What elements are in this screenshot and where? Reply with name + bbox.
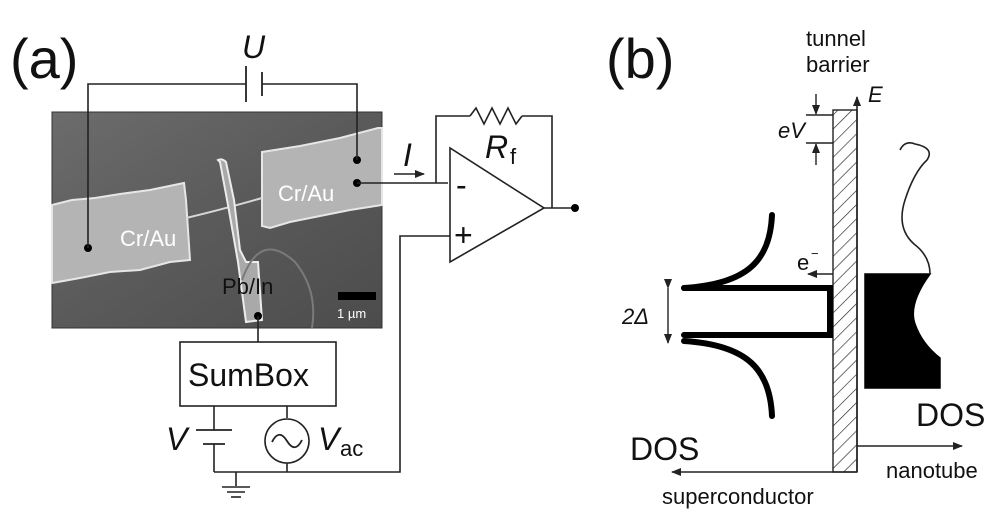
nanotube-line [185,197,263,219]
pbin-finger [216,158,264,324]
dos-right-label: DOS [916,397,985,433]
output-dot [571,204,579,212]
tunnel-barrier [832,109,858,473]
dos-left-label: DOS [630,431,699,467]
right-electrode-label: Cr/Au [278,181,334,206]
ev-marker: eV [778,94,833,165]
ac-source-vac: V ac [264,406,363,472]
feedback-resistor: R f [435,106,553,208]
scale-bar-label: 1 µm [337,306,366,321]
ac-source-label: V [318,421,342,457]
scale-bar [338,292,376,300]
pbin-label: Pb/In [222,274,273,299]
current-i-label: I [403,137,412,173]
u-source: U [87,29,358,248]
plus-input-wire [214,235,450,473]
sumbox [179,341,337,407]
voltage-u-label: U [242,29,266,65]
opamp: - + [449,146,579,264]
barrier-label-line2: barrier [806,52,870,77]
resistor-r-label: R [485,129,508,165]
panel-a-label: (a) [10,27,78,90]
ground-symbol [222,472,250,498]
superconductor-dos [681,212,833,419]
energy-axis-label: E [868,82,883,107]
sumbox-label: SumBox [188,357,309,393]
resistor-sub-label: f [510,144,517,169]
dc-source-label: V [166,421,190,457]
electron-label: e [797,250,809,275]
nanotube-label: nanotube [886,458,978,483]
gap-label: 2Δ [621,304,649,329]
panel-b-label: (b) [606,27,674,90]
ac-source-sub-label: ac [340,436,363,461]
dc-source-v: V [166,406,232,472]
barrier-label-line1: tunnel [806,26,866,51]
ev-label: eV [778,118,807,143]
nanotube-dos [864,142,941,389]
electron-sup-label: − [811,246,819,261]
right-electrode [261,127,383,230]
left-electrode [51,181,192,285]
opamp-plus-label: + [454,217,473,253]
superconductor-label: superconductor [662,484,814,509]
panel-b: (b) tunnel barrier E eV 2Δ e − [606,26,985,509]
opamp-minus-label: - [456,167,467,203]
sem-image: 1 µm [51,111,383,329]
panel-a: (a) 1 µm Cr/Au Cr/Au Pb/In [10,27,579,498]
left-electrode-label: Cr/Au [120,226,176,251]
